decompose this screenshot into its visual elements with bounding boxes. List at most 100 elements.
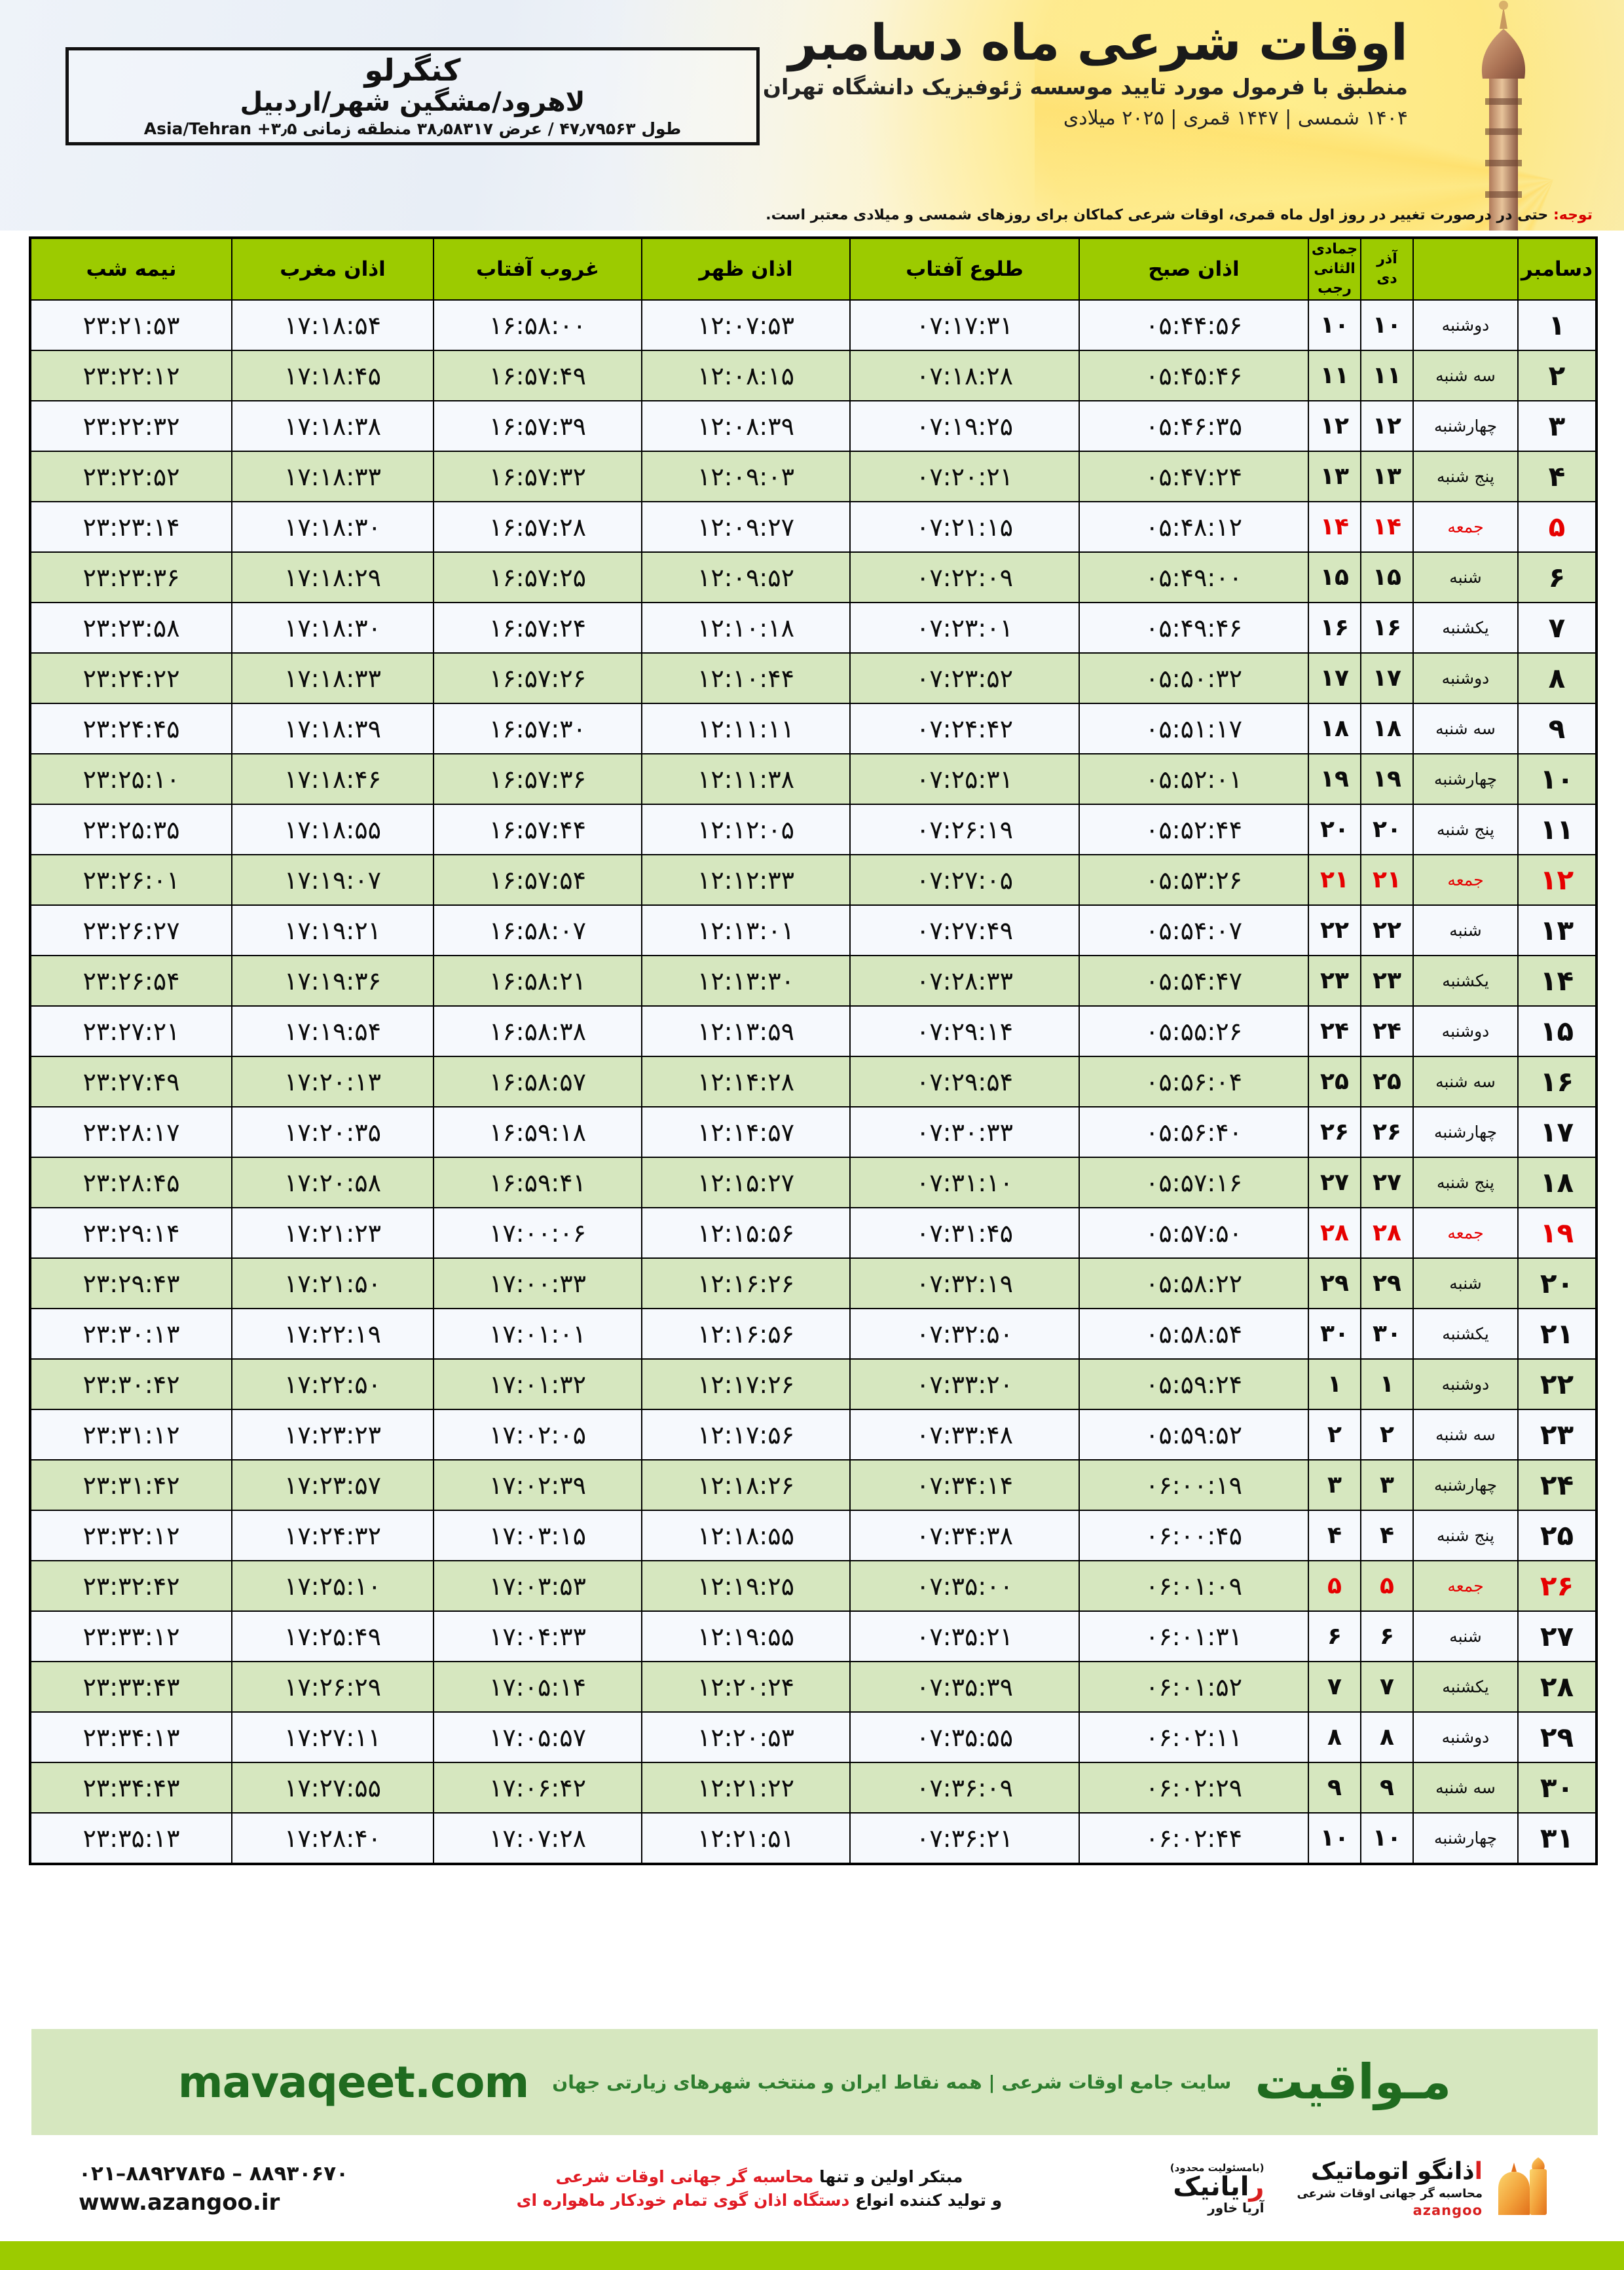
cell-maghrib: ۱۷:۱۸:۳۰ [231, 602, 434, 654]
cell-dhuhr: ۱۲:۱۳:۵۹ [641, 1005, 851, 1057]
cell-sunrise: ۰۷:۳۲:۵۰ [849, 1308, 1080, 1360]
table-row: ۸ دوشنبه ۱۷ ۱۷ ۰۵:۵۰:۳۲ ۰۷:۲۳:۵۲ ۱۲:۱۰:۴۴ ۱۶:۵۷… [29, 652, 1597, 704]
cell-solar-day: ۳۰ [1360, 1308, 1414, 1360]
col-header-solar-month: آذر دی [1360, 237, 1414, 301]
cell-fajr: ۰۵:۵۲:۴۴ [1079, 804, 1309, 855]
cell-fajr: ۰۶:۰۰:۴۵ [1079, 1510, 1309, 1561]
col-header-midnight: نیمه شب [29, 237, 232, 301]
cell-day-number: ۴ [1517, 451, 1597, 502]
cell-lunar-day: ۱۹ [1308, 753, 1361, 805]
cell-dhuhr: ۱۲:۲۱:۵۱ [641, 1812, 851, 1865]
rayanik-name: رایانیک [1170, 2174, 1264, 2200]
cell-solar-day: ۲۴ [1360, 1005, 1414, 1057]
cell-weekday: سه شنبه [1412, 350, 1519, 401]
prayer-times-table-wrap: دسامبر آذر دی جمادی الثانی رجب اذان صبح … [29, 236, 1598, 1865]
cell-sunset: ۱۷:۰۱:۳۲ [433, 1358, 642, 1410]
footer-website[interactable]: www.azangoo.ir [79, 2189, 280, 2216]
mavaqeet-domain[interactable]: mavaqeet.com [177, 2056, 529, 2108]
cell-day-number: ۱۴ [1517, 955, 1597, 1007]
solar-month-prev: آذر [1376, 251, 1397, 268]
cell-dhuhr: ۱۲:۱۶:۲۶ [641, 1257, 851, 1309]
cell-solar-day: ۱۲ [1360, 400, 1414, 452]
cell-weekday: چهارشنبه [1412, 1812, 1519, 1865]
cell-dhuhr: ۱۲:۱۴:۵۷ [641, 1106, 851, 1158]
table-row: ۹ سه شنبه ۱۸ ۱۸ ۰۵:۵۱:۱۷ ۰۷:۲۴:۴۲ ۱۲:۱۱:۱۱ ۱۶:۵… [29, 703, 1597, 754]
cell-maghrib: ۱۷:۱۹:۲۱ [231, 904, 434, 956]
cell-day-number: ۳ [1517, 400, 1597, 452]
cell-fajr: ۰۵:۴۸:۱۲ [1079, 501, 1309, 553]
cell-dhuhr: ۱۲:۰۹:۲۷ [641, 501, 851, 553]
cell-midnight: ۲۳:۳۱:۴۲ [29, 1459, 232, 1511]
table-row: ۳۰ سه شنبه ۹ ۹ ۰۶:۰۲:۲۹ ۰۷:۳۶:۰۹ ۱۲:۲۱:۲۲ ۱۷:۰۶… [29, 1762, 1597, 1814]
cell-dhuhr: ۱۲:۱۸:۵۵ [641, 1510, 851, 1561]
table-row: ۲۰ شنبه ۲۹ ۲۹ ۰۵:۵۸:۲۲ ۰۷:۳۲:۱۹ ۱۲:۱۶:۲۶ ۱۷:۰۰:… [29, 1257, 1597, 1309]
cell-weekday: شنبه [1412, 1257, 1519, 1309]
footer-line-highlight: دستگاه اذان گوی تمام خودکار ماهواره ای [516, 2191, 850, 2210]
rayanik-name-red: ر [1249, 2172, 1264, 2202]
cell-fajr: ۰۵:۵۷:۱۶ [1079, 1157, 1309, 1208]
cell-day-number: ۲ [1517, 350, 1597, 401]
cell-dhuhr: ۱۲:۰۸:۱۵ [641, 350, 851, 401]
table-row: ۱ دوشنبه ۱۰ ۱۰ ۰۵:۴۴:۵۶ ۰۷:۱۷:۳۱ ۱۲:۰۷:۵۳ ۱۶:۵۸… [29, 299, 1597, 351]
cell-midnight: ۲۳:۳۳:۱۲ [29, 1610, 232, 1662]
cell-sunset: ۱۷:۰۰:۳۳ [433, 1257, 642, 1309]
azangoo-title-red: ا [1474, 2157, 1483, 2185]
cell-solar-day: ۲۰ [1360, 804, 1414, 855]
cell-dhuhr: ۱۲:۱۹:۵۵ [641, 1610, 851, 1662]
cell-sunset: ۱۷:۰۷:۲۸ [433, 1812, 642, 1865]
cell-midnight: ۲۳:۳۱:۱۲ [29, 1409, 232, 1461]
cell-solar-day: ۱۹ [1360, 753, 1414, 805]
cell-sunrise: ۰۷:۳۶:۲۱ [849, 1812, 1080, 1865]
cell-weekday: جمعه [1412, 501, 1519, 553]
table-row: ۱۱ پنج شنبه ۲۰ ۲۰ ۰۵:۵۲:۴۴ ۰۷:۲۶:۱۹ ۱۲:۱۲:۰۵ ۱۶… [29, 804, 1597, 855]
cell-solar-day: ۱۸ [1360, 703, 1414, 754]
cell-sunset: ۱۷:۰۰:۰۶ [433, 1207, 642, 1259]
cell-solar-day: ۱۳ [1360, 451, 1414, 502]
cell-sunset: ۱۶:۵۷:۲۶ [433, 652, 642, 704]
col-header-sunset: غروب آفتاب [433, 237, 642, 301]
cell-sunset: ۱۶:۵۸:۰۷ [433, 904, 642, 956]
cell-midnight: ۲۳:۲۶:۰۱ [29, 854, 232, 906]
cell-sunset: ۱۷:۰۱:۰۱ [433, 1308, 642, 1360]
cell-dhuhr: ۱۲:۱۳:۰۱ [641, 904, 851, 956]
location-path: لاهرود/مشگین شهر/اردبیل [240, 86, 585, 117]
table-row: ۱۴ یکشنبه ۲۳ ۲۳ ۰۵:۵۴:۴۷ ۰۷:۲۸:۳۳ ۱۲:۱۳:۳۰ ۱۶:۵… [29, 955, 1597, 1007]
rayanik-name-main: ایانیک [1173, 2172, 1249, 2202]
rayanik-sub: آریا خاور [1208, 2200, 1264, 2216]
col-header-sunrise: طلوع آفتاب [849, 237, 1080, 301]
cell-day-number: ۲۴ [1517, 1459, 1597, 1511]
cell-midnight: ۲۳:۳۲:۴۲ [29, 1560, 232, 1612]
minaret-dome-icon [1498, 2157, 1547, 2215]
cell-weekday: دوشنبه [1412, 1005, 1519, 1057]
cell-sunset: ۱۷:۰۳:۵۳ [433, 1560, 642, 1612]
cell-solar-day: ۱ [1360, 1358, 1414, 1410]
cell-day-number: ۹ [1517, 703, 1597, 754]
cell-weekday: چهارشنبه [1412, 1106, 1519, 1158]
prayer-times-table: دسامبر آذر دی جمادی الثانی رجب اذان صبح … [29, 236, 1598, 1865]
cell-day-number: ۲۵ [1517, 1510, 1597, 1561]
cell-sunrise: ۰۷:۲۲:۰۹ [849, 551, 1080, 603]
col-header-maghrib: اذان مغرب [231, 237, 434, 301]
table-row: ۲۱ یکشنبه ۳۰ ۳۰ ۰۵:۵۸:۵۴ ۰۷:۳۲:۵۰ ۱۲:۱۶:۵۶ ۱۷:۰… [29, 1308, 1597, 1360]
cell-maghrib: ۱۷:۲۰:۱۳ [231, 1056, 434, 1107]
cell-lunar-day: ۲۶ [1308, 1106, 1361, 1158]
lunar-month-next: رجب [1318, 280, 1352, 297]
mavaqeet-tagline: سایت جامع اوقات شرعی | همه نقاط ایران و … [552, 2071, 1232, 2093]
cell-weekday: شنبه [1412, 1610, 1519, 1662]
cell-midnight: ۲۳:۲۴:۴۵ [29, 703, 232, 754]
cell-solar-day: ۲۸ [1360, 1207, 1414, 1259]
cell-day-number: ۱۲ [1517, 854, 1597, 906]
cell-solar-day: ۱۴ [1360, 501, 1414, 553]
cell-solar-day: ۴ [1360, 1510, 1414, 1561]
cell-maghrib: ۱۷:۱۸:۳۹ [231, 703, 434, 754]
cell-sunset: ۱۶:۵۷:۳۲ [433, 451, 642, 502]
cell-fajr: ۰۵:۴۶:۳۵ [1079, 400, 1309, 452]
cell-midnight: ۲۳:۲۳:۳۶ [29, 551, 232, 603]
cell-sunset: ۱۷:۰۵:۱۴ [433, 1661, 642, 1713]
cell-solar-day: ۲۹ [1360, 1257, 1414, 1309]
cell-maghrib: ۱۷:۱۹:۵۴ [231, 1005, 434, 1057]
cell-maghrib: ۱۷:۱۸:۴۶ [231, 753, 434, 805]
cell-solar-day: ۲۵ [1360, 1056, 1414, 1107]
cell-sunset: ۱۶:۵۷:۳۰ [433, 703, 642, 754]
cell-day-number: ۲۶ [1517, 1560, 1597, 1612]
